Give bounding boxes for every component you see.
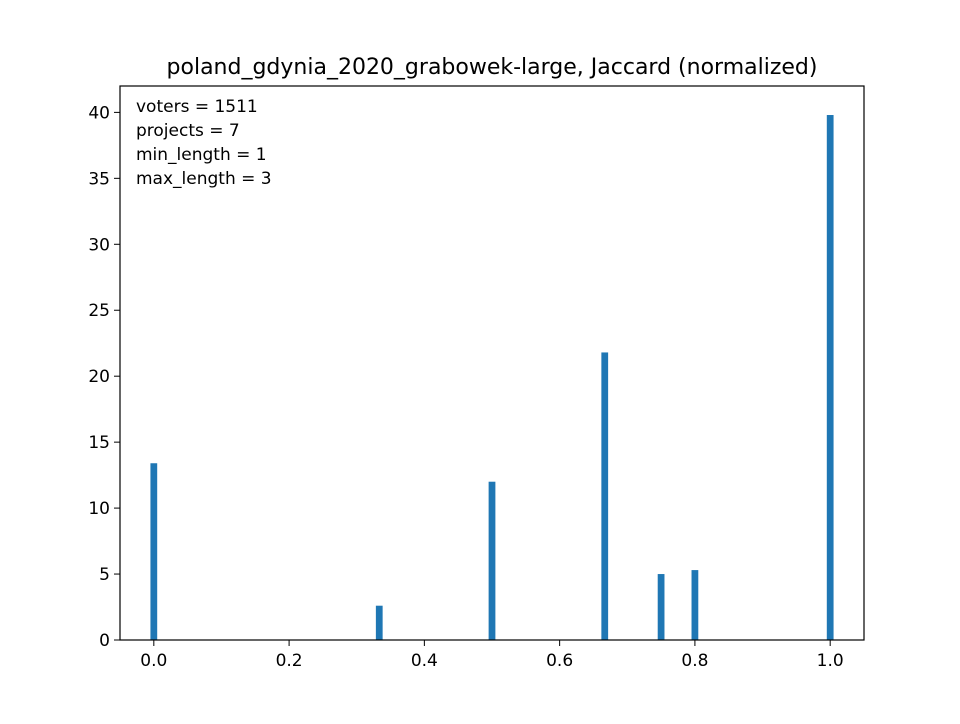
y-tick-label-1: 5 — [99, 565, 110, 585]
chart-title: poland_gdynia_2020_grabowek-large, Jacca… — [167, 55, 818, 80]
annotation-voters: voters = 1511 — [136, 97, 258, 117]
ticks-layer: 0.0 0.2 0.4 0.6 0.8 1.0 0 5 10 15 20 25 30 35 40 — [88, 103, 843, 671]
y-tick-label-3: 15 — [88, 433, 110, 453]
y-tick-label-5: 25 — [88, 301, 110, 321]
x-tick-label-5: 1.0 — [817, 651, 844, 671]
bar-1 — [375, 605, 383, 640]
x-tick-label-2: 0.4 — [411, 651, 438, 671]
x-tick-label-0: 0.0 — [140, 651, 167, 671]
bars-layer — [150, 115, 834, 641]
annotation-max-length: max_length = 3 — [136, 169, 272, 189]
bar-4 — [657, 574, 665, 640]
stats-annotation: voters = 1511 projects = 7 min_length = … — [136, 97, 272, 189]
y-tick-label-7: 35 — [88, 169, 110, 189]
y-tick-label-6: 30 — [88, 235, 110, 255]
annotation-projects: projects = 7 — [136, 121, 240, 141]
x-tick-label-4: 0.8 — [681, 651, 708, 671]
y-tick-label-8: 40 — [88, 103, 110, 123]
y-tick-label-0: 0 — [99, 631, 110, 651]
y-tick-label-2: 10 — [88, 499, 110, 519]
bar-6 — [826, 115, 834, 641]
plot-frame — [119, 85, 865, 641]
bar-0 — [150, 463, 158, 640]
x-tick-label-3: 0.6 — [546, 651, 573, 671]
annotation-min-length: min_length = 1 — [136, 145, 267, 165]
y-tick-label-4: 20 — [88, 367, 110, 387]
bar-3 — [601, 352, 609, 640]
bar-5 — [691, 570, 699, 640]
x-tick-label-1: 0.2 — [276, 651, 303, 671]
bar-2 — [488, 481, 496, 640]
